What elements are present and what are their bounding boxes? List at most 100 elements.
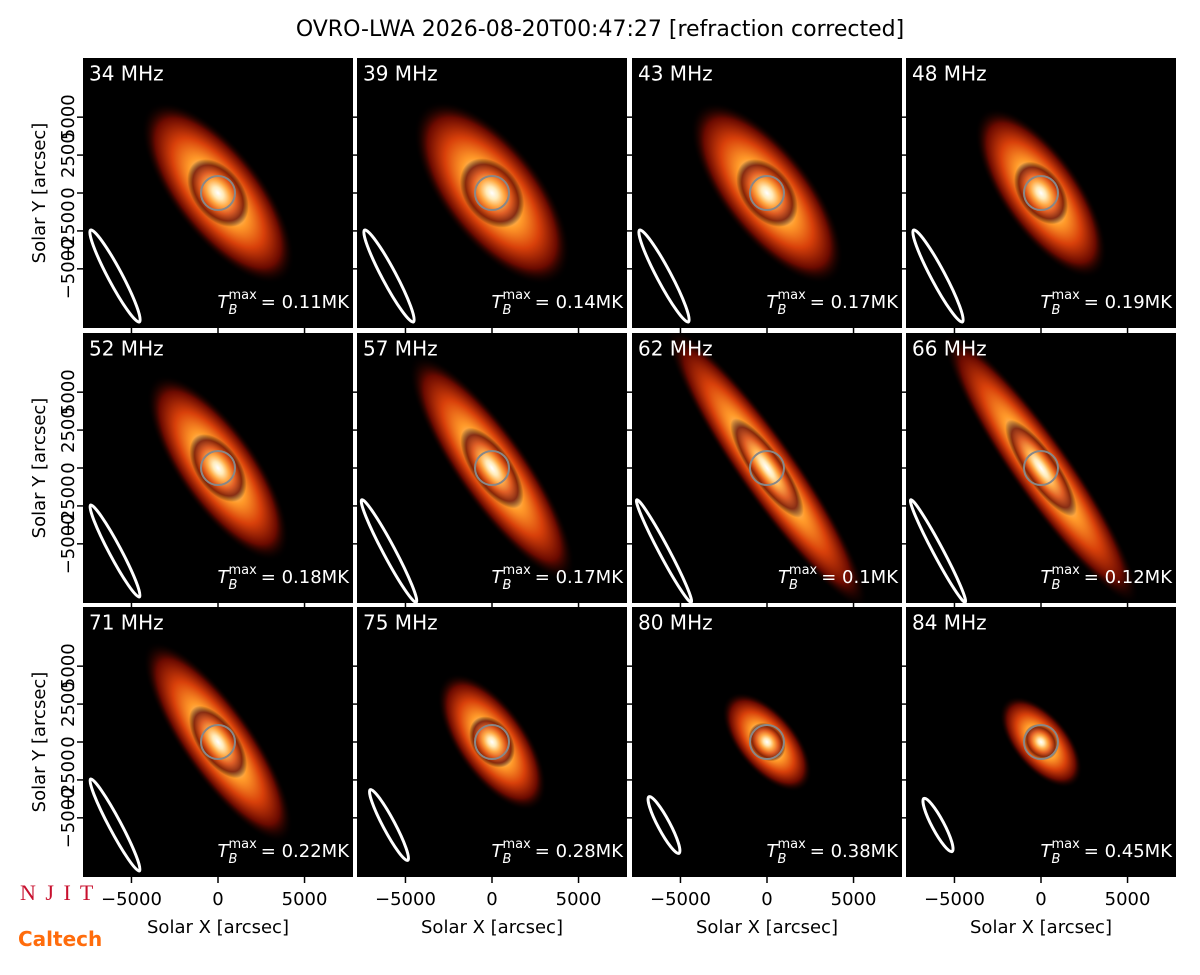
beam [911,228,965,324]
x-tick-label: 0 [761,889,772,910]
tb-value: = 0.22MK [261,841,350,862]
tb-max-label: TBmax = 0.38MK [767,837,900,867]
tb-value: = 0.14MK [535,292,624,313]
beam [88,228,142,324]
tb-sub: B [503,578,512,593]
tb-symbol: T [1041,567,1054,588]
tb-value: = 0.19MK [1084,292,1173,313]
tb-sub: B [778,852,787,867]
tb-max-label: TBmax = 0.18MK [218,563,351,593]
beam [646,795,682,855]
beam [88,503,142,599]
frequency-label: 48 MHz [912,62,987,86]
tb-max-label: TBmax = 0.1MK [778,563,899,593]
frequency-label: 52 MHz [89,337,164,361]
tb-max-label: TBmax = 0.19MK [1041,288,1174,318]
image-content [367,673,547,862]
image-content [88,101,295,324]
y-tick-label: 5000 [58,643,79,689]
solar-disk [474,724,510,760]
y-tick-label: 2500 [58,132,79,178]
image-content [362,101,571,324]
panel: 84 MHz TBmax = 0.45MK −5000 0 5000 Solar X [ar… [900,607,1176,938]
x-tick-label: 5000 [1105,889,1151,910]
y-tick-label: −2500 [58,749,79,810]
emission-core [189,434,247,502]
tb-sub: B [229,852,238,867]
tb-sup: max [1051,563,1080,578]
logo-caltech: Caltech [18,927,102,951]
tb-max-label: TBmax = 0.14MK [492,288,625,318]
tb-sup: max [777,288,806,303]
image-content [637,101,844,324]
frequency-label: 39 MHz [363,62,438,86]
beam [921,796,955,854]
y-tick-label: 2500 [58,407,79,453]
tb-max-label: TBmax = 0.45MK [1041,837,1174,867]
tb-sub: B [503,303,512,318]
y-tick-label: −5000 [58,513,79,574]
solar-disk [474,175,510,211]
solar-disk [749,724,785,760]
tb-sup: max [502,288,531,303]
x-axis-label: Solar X [arcsec] [147,917,289,938]
y-tick-label: −5000 [58,787,79,848]
tb-sub: B [1052,852,1061,867]
tb-sup: max [777,837,806,852]
beam [359,498,419,603]
solar-disk [1023,450,1059,486]
x-tick-label: −5000 [650,889,711,910]
panel: 62 MHz TBmax = 0.1MK [626,333,902,609]
solar-disk [474,450,510,486]
x-tick-label: −5000 [924,889,985,910]
tb-symbol: T [767,292,780,313]
solar-disk [749,450,785,486]
y-tick-label: −2500 [58,475,79,536]
solar-disk [1023,724,1059,760]
image-content [634,333,868,603]
x-tick-label: 0 [486,889,497,910]
y-axis-label: Solar Y [arcsec] [29,398,50,539]
panel: 39 MHz TBmax = 0.14MK [351,58,627,334]
tb-sub: B [503,852,512,867]
x-axis-label: Solar X [arcsec] [696,917,838,938]
frequency-label: 34 MHz [89,62,164,86]
x-axis-label: Solar X [arcsec] [421,917,563,938]
panel: 75 MHz TBmax = 0.28MK −5000 0 5000 Solar X [ar… [351,607,627,938]
tb-symbol: T [1041,292,1054,313]
y-tick-label: 0 [58,462,79,473]
image-content [359,355,575,603]
emission-core [188,705,248,779]
tb-value: = 0.17MK [810,292,899,313]
tb-sup: max [502,837,531,852]
tb-max-label: TBmax = 0.11MK [218,288,351,318]
frequency-label: 43 MHz [638,62,713,86]
frequency-label: 62 MHz [638,337,713,361]
x-tick-label: 0 [1035,889,1046,910]
tb-max-label: TBmax = 0.22MK [218,837,351,867]
tb-symbol: T [492,841,505,862]
emission-core [730,418,804,518]
logo-njit: N J I T [20,880,95,905]
panel: 57 MHz TBmax = 0.17MK [351,333,627,609]
y-tick-label: 5000 [58,94,79,140]
emission-core [1014,161,1068,225]
tb-symbol: T [492,567,505,588]
tb-symbol: T [218,567,231,588]
frequency-label: 71 MHz [89,611,164,635]
tb-value: = 0.17MK [535,567,624,588]
tb-value: = 0.38MK [810,841,899,862]
tb-symbol: T [1041,841,1054,862]
tb-value: = 0.45MK [1084,841,1173,862]
solar-disk [200,175,236,211]
image-content [88,641,293,873]
tb-sup: max [228,563,257,578]
beam [637,228,691,324]
tb-sup: max [228,837,257,852]
frequency-label: 80 MHz [638,611,713,635]
beam [362,228,416,324]
frequency-label: 66 MHz [912,337,987,361]
tb-symbol: T [492,292,505,313]
y-tick-label: 2500 [58,681,79,727]
